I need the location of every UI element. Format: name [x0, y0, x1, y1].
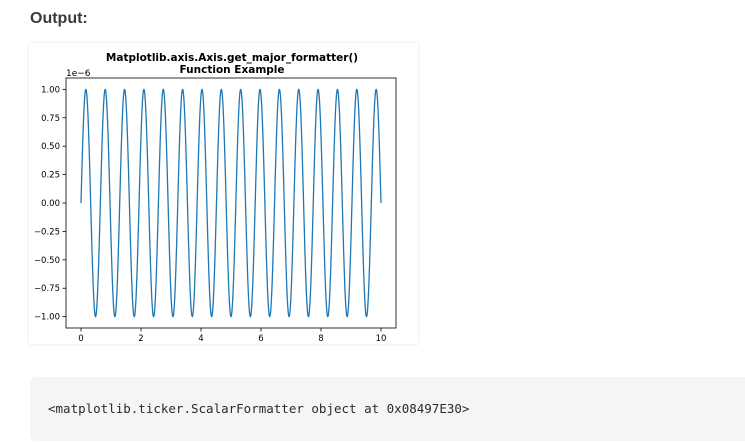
y-tick-label: 0.50 — [41, 142, 60, 152]
plot-figure: Matplotlib.axis.Axis.get_major_formatter… — [29, 43, 418, 344]
plot-frame — [65, 77, 397, 329]
y-tick-label: −0.25 — [34, 227, 60, 237]
y-tick-label: −0.50 — [34, 256, 60, 266]
chart-title-line-1: Matplotlib.axis.Axis.get_major_formatter… — [106, 52, 358, 64]
x-tick-label: 10 — [376, 334, 387, 344]
y-offset-text: 1e−6 — [66, 69, 91, 79]
y-tick-label: −0.75 — [34, 284, 60, 294]
x-tick-label: 0 — [78, 334, 83, 344]
y-tick-label: 0.75 — [41, 114, 60, 124]
x-tick-label: 4 — [198, 334, 203, 344]
x-axis: 0 2 4 6 8 10 — [78, 328, 386, 344]
y-tick-label: 0.00 — [41, 199, 60, 209]
code-output-block: <matplotlib.ticker.ScalarFormatter objec… — [30, 377, 745, 441]
line-chart: Matplotlib.axis.Axis.get_major_formatter… — [34, 52, 397, 344]
y-tick-label: 0.25 — [41, 171, 60, 181]
output-heading: Output: — [30, 10, 88, 27]
x-tick-label: 6 — [258, 334, 263, 344]
y-tick-label: −1.00 — [34, 313, 60, 323]
code-output-text: <matplotlib.ticker.ScalarFormatter objec… — [48, 401, 470, 416]
y-tick-label: 1.00 — [41, 85, 60, 95]
sine-series-line — [80, 88, 382, 318]
chart-title-line-2: Function Example — [180, 64, 285, 76]
x-tick-label: 8 — [318, 334, 323, 344]
y-axis: 1.00 0.75 0.50 0.25 0.00 −0.25 −0.50 −0.75 −1.00 — [34, 85, 66, 323]
x-tick-label: 2 — [138, 334, 143, 344]
